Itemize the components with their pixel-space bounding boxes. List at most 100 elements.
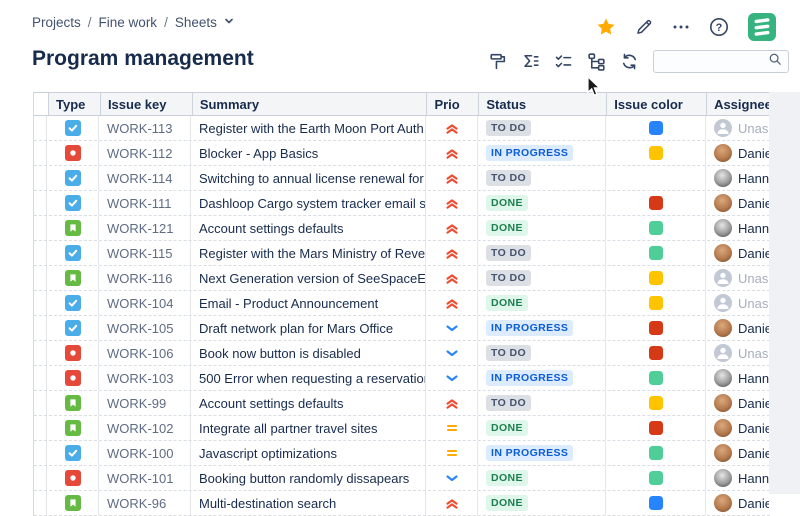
issue-key-cell[interactable]: WORK-100 [99, 441, 191, 465]
issue-type-cell[interactable] [47, 266, 99, 290]
app-logo-button[interactable] [745, 10, 779, 47]
breadcrumb-fine-work[interactable]: Fine work [98, 15, 158, 30]
row-gutter[interactable] [34, 391, 47, 415]
priority-cell[interactable] [426, 491, 478, 515]
assignee-cell[interactable]: Daniel F [706, 141, 769, 165]
issue-key-cell[interactable]: WORK-121 [99, 216, 191, 240]
row-gutter[interactable] [34, 341, 47, 365]
row-gutter[interactable] [34, 291, 47, 315]
priority-cell[interactable] [426, 366, 478, 390]
issue-type-cell[interactable] [47, 216, 99, 240]
issue-type-cell[interactable] [47, 416, 99, 440]
chevron-down-icon[interactable] [223, 15, 235, 30]
summary-cell[interactable]: Javascript optimizations [191, 441, 426, 465]
row-gutter[interactable] [34, 366, 47, 390]
issue-type-cell[interactable] [47, 341, 99, 365]
status-cell[interactable]: DONE [478, 216, 606, 240]
issue-type-cell[interactable] [47, 491, 99, 515]
priority-cell[interactable] [426, 441, 478, 465]
status-cell[interactable]: DONE [478, 291, 606, 315]
summary-cell[interactable]: Blocker - App Basics [191, 141, 426, 165]
issue-color-cell[interactable] [606, 191, 706, 215]
priority-cell[interactable] [426, 166, 478, 190]
row-gutter[interactable] [34, 266, 47, 290]
summary-cell[interactable]: Account settings defaults [191, 391, 426, 415]
issue-key-cell[interactable]: WORK-103 [99, 366, 191, 390]
summary-cell[interactable]: Book now button is disabled [191, 341, 426, 365]
priority-cell[interactable] [426, 291, 478, 315]
status-cell[interactable]: TO DO [478, 391, 606, 415]
assignee-cell[interactable]: Daniel F [706, 316, 769, 340]
summary-cell[interactable]: Integrate all partner travel sites [191, 416, 426, 440]
status-cell[interactable]: TO DO [478, 166, 606, 190]
assignee-cell[interactable]: Daniel F [706, 416, 769, 440]
issue-key-cell[interactable]: WORK-102 [99, 416, 191, 440]
row-gutter[interactable] [34, 416, 47, 440]
assignee-cell[interactable]: Daniel F [706, 191, 769, 215]
issue-key-cell[interactable]: WORK-116 [99, 266, 191, 290]
column-header-assignee[interactable]: Assignee [707, 93, 770, 115]
issue-color-cell[interactable] [606, 416, 706, 440]
issue-color-cell[interactable] [606, 291, 706, 315]
priority-cell[interactable] [426, 141, 478, 165]
status-cell[interactable]: TO DO [478, 266, 606, 290]
issue-color-cell[interactable] [606, 166, 706, 190]
column-header-summary[interactable]: Summary [192, 93, 428, 115]
issue-type-cell[interactable] [47, 141, 99, 165]
issue-key-cell[interactable]: WORK-96 [99, 491, 191, 515]
status-cell[interactable]: DONE [478, 466, 606, 490]
issue-color-cell[interactable] [606, 491, 706, 515]
breadcrumb-projects[interactable]: Projects [32, 15, 81, 30]
sum-formula-button[interactable] [519, 50, 542, 73]
status-cell[interactable]: DONE [478, 416, 606, 440]
issue-color-cell[interactable] [606, 341, 706, 365]
assignee-cell[interactable]: Daniel F [706, 441, 769, 465]
format-painter-button[interactable] [486, 50, 509, 73]
summary-cell[interactable]: Dashloop Cargo system tracker email s... [191, 191, 426, 215]
status-cell[interactable]: IN PROGRESS [478, 141, 606, 165]
assignee-cell[interactable]: Hannes [706, 366, 769, 390]
issue-type-cell[interactable] [47, 391, 99, 415]
breadcrumb-sheets[interactable]: Sheets [174, 15, 217, 30]
row-gutter[interactable] [34, 191, 47, 215]
assignee-cell[interactable]: Unassigned [706, 116, 769, 140]
assignee-cell[interactable]: Unassigned [706, 291, 769, 315]
summary-cell[interactable]: Register with the Mars Ministry of Reve.… [191, 241, 426, 265]
issue-type-cell[interactable] [47, 241, 99, 265]
row-gutter[interactable] [34, 441, 47, 465]
more-button[interactable] [669, 15, 693, 42]
summary-cell[interactable]: 500 Error when requesting a reservation [191, 366, 426, 390]
search-input[interactable] [660, 53, 768, 70]
help-button[interactable]: ? [706, 14, 732, 43]
priority-cell[interactable] [426, 466, 478, 490]
assignee-cell[interactable]: Unassigned [706, 266, 769, 290]
issue-color-cell[interactable] [606, 266, 706, 290]
issue-color-cell[interactable] [606, 141, 706, 165]
summary-cell[interactable]: Switching to annual license renewal for … [191, 166, 426, 190]
row-gutter[interactable] [34, 466, 47, 490]
priority-cell[interactable] [426, 266, 478, 290]
priority-cell[interactable] [426, 341, 478, 365]
issue-key-cell[interactable]: WORK-101 [99, 466, 191, 490]
status-cell[interactable]: TO DO [478, 341, 606, 365]
priority-cell[interactable] [426, 191, 478, 215]
issue-type-cell[interactable] [47, 316, 99, 340]
issue-key-cell[interactable]: WORK-112 [99, 141, 191, 165]
column-header-issue-color[interactable]: Issue color [607, 93, 708, 115]
status-cell[interactable]: IN PROGRESS [478, 441, 606, 465]
issue-key-cell[interactable]: WORK-114 [99, 166, 191, 190]
issue-type-cell[interactable] [47, 291, 99, 315]
priority-cell[interactable] [426, 316, 478, 340]
status-cell[interactable]: DONE [478, 491, 606, 515]
issue-type-cell[interactable] [47, 166, 99, 190]
issue-color-cell[interactable] [606, 366, 706, 390]
issue-color-cell[interactable] [606, 441, 706, 465]
checklist-button[interactable] [552, 50, 575, 73]
priority-cell[interactable] [426, 241, 478, 265]
summary-cell[interactable]: Multi-destination search [191, 491, 426, 515]
row-gutter[interactable] [34, 116, 47, 140]
row-gutter[interactable] [34, 316, 47, 340]
issue-type-cell[interactable] [47, 366, 99, 390]
issue-type-cell[interactable] [47, 116, 99, 140]
column-header-prio[interactable]: Prio [427, 93, 480, 115]
